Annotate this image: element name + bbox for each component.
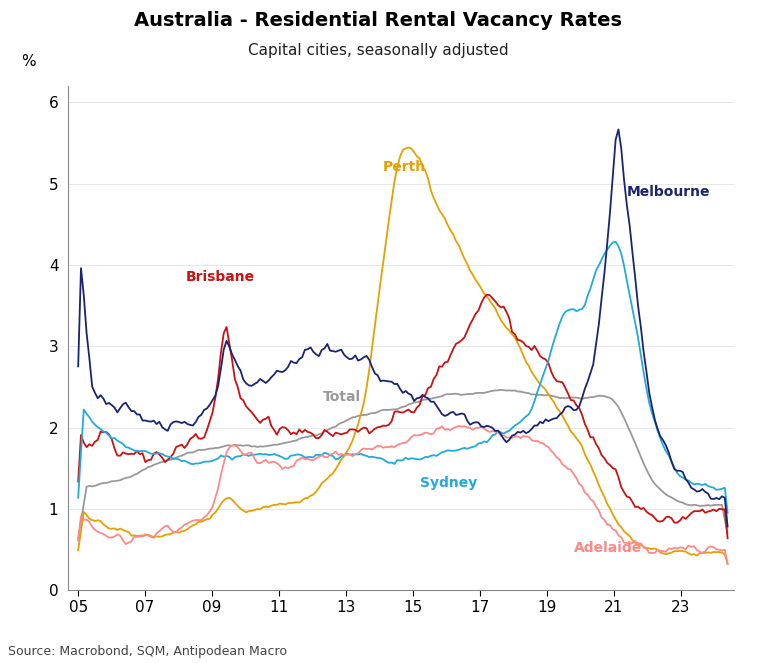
Text: Australia - Residential Rental Vacancy Rates: Australia - Residential Rental Vacancy R…: [135, 11, 622, 30]
Text: Sydney: Sydney: [419, 476, 477, 490]
Text: Melbourne: Melbourne: [627, 185, 711, 199]
Text: Source: Macrobond, SQM, Antipodean Macro: Source: Macrobond, SQM, Antipodean Macro: [8, 645, 287, 658]
Text: Adelaide: Adelaide: [574, 541, 642, 555]
Text: Total: Total: [322, 390, 360, 404]
Text: Perth: Perth: [383, 160, 426, 174]
Text: Brisbane: Brisbane: [185, 271, 254, 284]
Text: %: %: [21, 54, 36, 68]
Text: Capital cities, seasonally adjusted: Capital cities, seasonally adjusted: [248, 43, 509, 58]
